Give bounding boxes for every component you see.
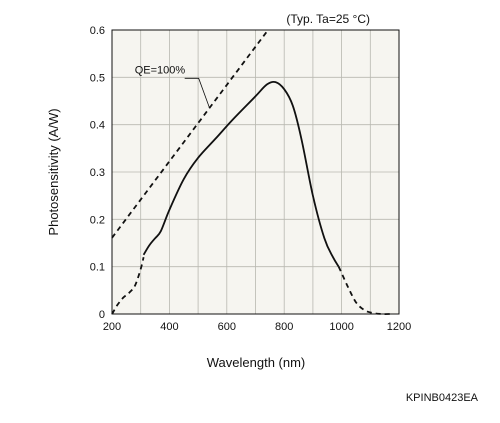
x-tick-label: 400 xyxy=(160,321,178,333)
x-tick-label: 1200 xyxy=(387,321,411,333)
y-tick-label: 0.1 xyxy=(90,262,105,274)
chart-annotation-top-right: (Typ. Ta=25 °C) xyxy=(286,12,370,26)
series-line-solid-1 xyxy=(142,80,340,268)
series-line-dashed-0 xyxy=(111,256,145,315)
annotation-layer: QE=100% xyxy=(135,64,210,109)
x-tick-label: 1000 xyxy=(329,321,353,333)
x-tick-label: 800 xyxy=(275,321,293,333)
series-layer xyxy=(111,30,391,315)
y-tick-label: 0 xyxy=(99,309,105,321)
y-tick-label: 0.3 xyxy=(90,167,105,179)
y-tick-label: 0.5 xyxy=(90,72,105,84)
y-tick-label: 0.4 xyxy=(90,120,105,132)
qe-annotation-label: QE=100% xyxy=(135,64,186,76)
y-tick-label: 0.6 xyxy=(90,25,105,37)
grid xyxy=(112,30,399,314)
y-axis-label: Photosensitivity (A/W) xyxy=(46,108,61,235)
plot-frame xyxy=(111,29,400,315)
x-tick-label: 600 xyxy=(218,321,236,333)
tick-labels: 200 400 600 800 1000 1200 0 0.1 0.2 0.3 0.4 0.5 0.6 xyxy=(90,25,412,333)
x-axis-label: Wavelength (nm) xyxy=(207,355,306,370)
x-tick-label: 200 xyxy=(103,321,121,333)
y-tick-label: 0.2 xyxy=(90,214,105,226)
series-line-dashed-2 xyxy=(337,266,391,315)
figure-code: KPINB0423EA xyxy=(406,392,479,404)
series-line-qe-100 xyxy=(111,30,268,239)
qe-annotation-leader xyxy=(184,77,210,109)
